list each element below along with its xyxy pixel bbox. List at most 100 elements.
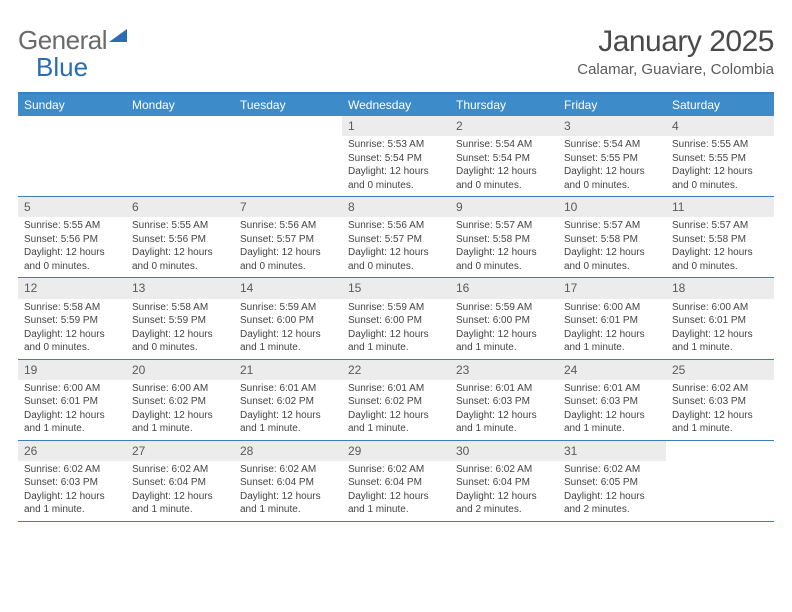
day-body: Sunrise: 5:56 AMSunset: 5:57 PMDaylight:… [234,219,342,277]
day-body: Sunrise: 5:54 AMSunset: 5:55 PMDaylight:… [558,138,666,196]
sunrise-line: Sunrise: 6:00 AM [564,301,660,315]
sunset-line: Sunset: 5:57 PM [348,233,444,247]
sunset-line: Sunset: 6:00 PM [456,314,552,328]
day-cell: 9Sunrise: 5:57 AMSunset: 5:58 PMDaylight… [450,197,558,277]
day-body: Sunrise: 5:56 AMSunset: 5:57 PMDaylight:… [342,219,450,277]
day-cell: 26Sunrise: 6:02 AMSunset: 6:03 PMDayligh… [18,441,126,521]
sunrise-line: Sunrise: 6:02 AM [24,463,120,477]
weekday-header: Thursday [450,94,558,116]
week-row: 26Sunrise: 6:02 AMSunset: 6:03 PMDayligh… [18,441,774,522]
sunrise-line: Sunrise: 6:02 AM [672,382,768,396]
day-number: 19 [18,360,126,380]
day-number: 31 [558,441,666,461]
brand-text-blue-wrap: Blue [36,52,88,83]
sunset-line: Sunset: 6:02 PM [240,395,336,409]
sunrise-line: Sunrise: 5:59 AM [456,301,552,315]
daylight-line: Daylight: 12 hours and 1 minute. [24,490,120,517]
day-body: Sunrise: 6:02 AMSunset: 6:03 PMDaylight:… [666,382,774,440]
day-cell: 5Sunrise: 5:55 AMSunset: 5:56 PMDaylight… [18,197,126,277]
day-cell: 23Sunrise: 6:01 AMSunset: 6:03 PMDayligh… [450,360,558,440]
day-number: 2 [450,116,558,136]
day-number: 25 [666,360,774,380]
sunrise-line: Sunrise: 6:02 AM [456,463,552,477]
day-number: 12 [18,278,126,298]
day-body: Sunrise: 5:59 AMSunset: 6:00 PMDaylight:… [234,301,342,359]
sunset-line: Sunset: 6:03 PM [456,395,552,409]
daylight-line: Daylight: 12 hours and 1 minute. [348,328,444,355]
day-body: Sunrise: 6:01 AMSunset: 6:02 PMDaylight:… [234,382,342,440]
day-body: Sunrise: 5:57 AMSunset: 5:58 PMDaylight:… [558,219,666,277]
day-body: Sunrise: 5:57 AMSunset: 5:58 PMDaylight:… [450,219,558,277]
day-cell: 11Sunrise: 5:57 AMSunset: 5:58 PMDayligh… [666,197,774,277]
day-number: 29 [342,441,450,461]
day-number: 28 [234,441,342,461]
sunrise-line: Sunrise: 6:02 AM [564,463,660,477]
day-cell: 28Sunrise: 6:02 AMSunset: 6:04 PMDayligh… [234,441,342,521]
sunrise-line: Sunrise: 6:02 AM [132,463,228,477]
day-body: Sunrise: 6:02 AMSunset: 6:05 PMDaylight:… [558,463,666,521]
day-cell: 29Sunrise: 6:02 AMSunset: 6:04 PMDayligh… [342,441,450,521]
weekday-header-row: SundayMondayTuesdayWednesdayThursdayFrid… [18,94,774,116]
location-subtitle: Calamar, Guaviare, Colombia [577,61,774,78]
sunset-line: Sunset: 5:58 PM [672,233,768,247]
sunset-line: Sunset: 5:59 PM [132,314,228,328]
daylight-line: Daylight: 12 hours and 1 minute. [24,409,120,436]
sunset-line: Sunset: 6:00 PM [240,314,336,328]
sunrise-line: Sunrise: 6:02 AM [240,463,336,477]
week-row: ...1Sunrise: 5:53 AMSunset: 5:54 PMDayli… [18,116,774,197]
day-body: Sunrise: 6:01 AMSunset: 6:02 PMDaylight:… [342,382,450,440]
week-row: 12Sunrise: 5:58 AMSunset: 5:59 PMDayligh… [18,278,774,359]
day-number: 17 [558,278,666,298]
sunrise-line: Sunrise: 5:55 AM [132,219,228,233]
daylight-line: Daylight: 12 hours and 0 minutes. [132,328,228,355]
sunset-line: Sunset: 6:04 PM [456,476,552,490]
daylight-line: Daylight: 12 hours and 1 minute. [672,328,768,355]
day-body: Sunrise: 5:55 AMSunset: 5:56 PMDaylight:… [126,219,234,277]
day-cell: 14Sunrise: 5:59 AMSunset: 6:00 PMDayligh… [234,278,342,358]
day-number: 27 [126,441,234,461]
sunset-line: Sunset: 5:59 PM [24,314,120,328]
day-number: 5 [18,197,126,217]
sunset-line: Sunset: 5:56 PM [132,233,228,247]
sunset-line: Sunset: 6:01 PM [24,395,120,409]
sunset-line: Sunset: 6:04 PM [132,476,228,490]
sunset-line: Sunset: 5:56 PM [24,233,120,247]
sunrise-line: Sunrise: 5:59 AM [240,301,336,315]
day-cell: 21Sunrise: 6:01 AMSunset: 6:02 PMDayligh… [234,360,342,440]
day-cell: 16Sunrise: 5:59 AMSunset: 6:00 PMDayligh… [450,278,558,358]
sunset-line: Sunset: 5:54 PM [348,152,444,166]
day-cell: 4Sunrise: 5:55 AMSunset: 5:55 PMDaylight… [666,116,774,196]
daylight-line: Daylight: 12 hours and 1 minute. [240,328,336,355]
daylight-line: Daylight: 12 hours and 1 minute. [348,490,444,517]
sunrise-line: Sunrise: 5:57 AM [564,219,660,233]
day-number: 10 [558,197,666,217]
daylight-line: Daylight: 12 hours and 1 minute. [564,328,660,355]
weekday-header: Tuesday [234,94,342,116]
day-body: Sunrise: 6:02 AMSunset: 6:04 PMDaylight:… [342,463,450,521]
day-cell: 6Sunrise: 5:55 AMSunset: 5:56 PMDaylight… [126,197,234,277]
sunrise-line: Sunrise: 5:58 AM [24,301,120,315]
day-number: 11 [666,197,774,217]
sunrise-line: Sunrise: 5:58 AM [132,301,228,315]
day-number: 15 [342,278,450,298]
daylight-line: Daylight: 12 hours and 1 minute. [132,490,228,517]
day-cell: 17Sunrise: 6:00 AMSunset: 6:01 PMDayligh… [558,278,666,358]
sunrise-line: Sunrise: 5:57 AM [456,219,552,233]
sunrise-line: Sunrise: 6:01 AM [240,382,336,396]
day-body: Sunrise: 5:55 AMSunset: 5:55 PMDaylight:… [666,138,774,196]
day-body: Sunrise: 6:00 AMSunset: 6:01 PMDaylight:… [18,382,126,440]
sunrise-line: Sunrise: 5:57 AM [672,219,768,233]
sunrise-line: Sunrise: 5:55 AM [24,219,120,233]
weeks-container: ...1Sunrise: 5:53 AMSunset: 5:54 PMDayli… [18,116,774,522]
day-number: 30 [450,441,558,461]
daylight-line: Daylight: 12 hours and 1 minute. [240,490,336,517]
day-number: 7 [234,197,342,217]
day-cell: . [234,116,342,196]
day-cell: 2Sunrise: 5:54 AMSunset: 5:54 PMDaylight… [450,116,558,196]
day-body: Sunrise: 6:02 AMSunset: 6:04 PMDaylight:… [126,463,234,521]
sunrise-line: Sunrise: 5:56 AM [348,219,444,233]
sunrise-line: Sunrise: 6:00 AM [132,382,228,396]
sunrise-line: Sunrise: 6:00 AM [672,301,768,315]
day-cell: 25Sunrise: 6:02 AMSunset: 6:03 PMDayligh… [666,360,774,440]
calendar: SundayMondayTuesdayWednesdayThursdayFrid… [18,92,774,522]
